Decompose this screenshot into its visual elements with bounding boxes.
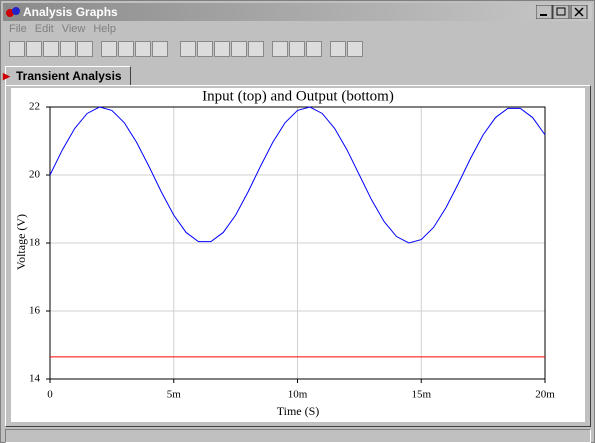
y-tick-label: 14 bbox=[29, 373, 41, 385]
series-line bbox=[49, 106, 546, 244]
toolbar-button[interactable] bbox=[60, 41, 76, 57]
toolbar-button[interactable] bbox=[214, 41, 230, 57]
toolbar-button[interactable] bbox=[347, 41, 363, 57]
menu-item[interactable]: Help bbox=[93, 23, 116, 35]
app-icon bbox=[6, 7, 20, 17]
y-tick-label: 20 bbox=[29, 169, 41, 181]
x-tick-label: 20m bbox=[535, 389, 555, 401]
plot-frame bbox=[49, 106, 546, 380]
toolbar-button[interactable] bbox=[248, 41, 264, 57]
window-buttons[interactable] bbox=[536, 5, 588, 19]
x-tick-label: 10m bbox=[288, 389, 308, 401]
chart: Input (top) and Output (bottom) Time (S)… bbox=[11, 88, 585, 422]
toolbar-button[interactable] bbox=[180, 41, 196, 57]
toolbar-button[interactable] bbox=[289, 41, 305, 57]
toolbar-button[interactable] bbox=[197, 41, 213, 57]
menu-item[interactable]: View bbox=[61, 23, 86, 35]
x-axis-label: Time (S) bbox=[277, 404, 320, 418]
menu-item[interactable]: File bbox=[9, 23, 27, 35]
title-bar: Analysis Graphs bbox=[3, 3, 592, 21]
toolbar-button[interactable] bbox=[118, 41, 134, 57]
x-tick-label: 0 bbox=[47, 389, 53, 401]
toolbar-button[interactable] bbox=[26, 41, 42, 57]
y-axis-label: Voltage (V) bbox=[14, 214, 28, 270]
y-tick-label: 22 bbox=[29, 101, 40, 113]
toolbar-button[interactable] bbox=[101, 41, 117, 57]
graph-panel: Input (top) and Output (bottom) Time (S)… bbox=[5, 85, 591, 427]
tab-label: Transient Analysis bbox=[16, 69, 122, 83]
window-title: Analysis Graphs bbox=[23, 5, 118, 19]
toolbar-button[interactable] bbox=[272, 41, 288, 57]
toolbar-button[interactable] bbox=[231, 41, 247, 57]
tab[interactable]: ▶ Transient Analysis bbox=[3, 66, 131, 86]
menu-item[interactable]: Edit bbox=[34, 23, 54, 35]
menu-bar: File Edit View Help bbox=[9, 23, 124, 35]
x-tick-label: 5m bbox=[167, 389, 182, 401]
toolbar-button[interactable] bbox=[152, 41, 168, 57]
y-tick-label: 16 bbox=[29, 305, 41, 317]
toolbar-button[interactable] bbox=[135, 41, 151, 57]
chart-title: Input (top) and Output (bottom) bbox=[202, 88, 394, 104]
y-tick-label: 18 bbox=[29, 237, 41, 249]
toolbar-button[interactable] bbox=[77, 41, 93, 57]
toolbar-button[interactable] bbox=[43, 41, 59, 57]
status-bar bbox=[5, 429, 591, 443]
toolbar-button[interactable] bbox=[330, 41, 346, 57]
toolbar-button[interactable] bbox=[9, 41, 25, 57]
toolbar-button[interactable] bbox=[306, 41, 322, 57]
x-tick-label: 15m bbox=[411, 389, 431, 401]
